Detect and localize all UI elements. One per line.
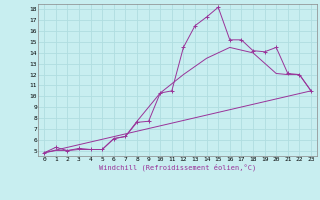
X-axis label: Windchill (Refroidissement éolien,°C): Windchill (Refroidissement éolien,°C) (99, 164, 256, 171)
